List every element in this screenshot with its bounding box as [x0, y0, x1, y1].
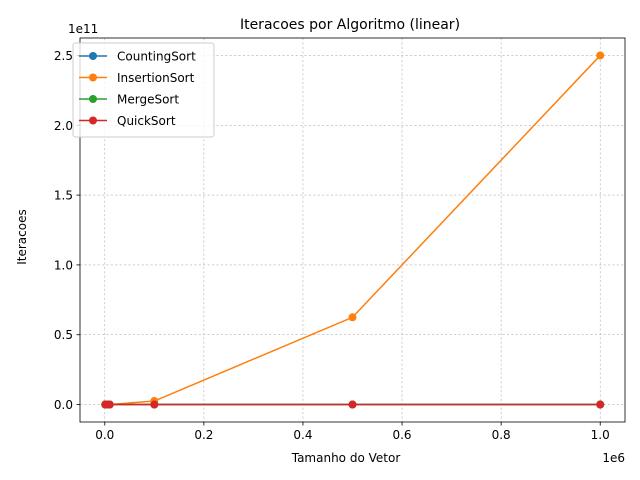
x-tick-label: 1.0 [591, 428, 610, 442]
y-tick-label: 1.5 [54, 189, 73, 203]
legend-marker [89, 73, 97, 82]
data-point [150, 400, 159, 409]
y-tick-label: 1.0 [54, 258, 73, 272]
legend-label: CountingSort [117, 50, 196, 64]
x-axis-label: Tamanho do Vetor [291, 451, 401, 465]
x-axis-offset-label: 1e6 [602, 451, 625, 465]
legend-marker [89, 52, 97, 60]
x-tick-label: 0.4 [293, 428, 312, 442]
legend-item: MergeSort [79, 93, 179, 107]
y-tick-label: 2.5 [54, 49, 73, 63]
plot-frame [79, 37, 626, 423]
x-tick-label: 0.2 [194, 428, 213, 442]
y-tick-label: 2.0 [54, 119, 73, 133]
data-point [105, 400, 114, 409]
legend: CountingSort InsertionSort MergeSort QuickS… [72, 42, 215, 138]
legend-item: QuickSort [79, 114, 176, 128]
legend-label: InsertionSort [117, 71, 195, 85]
legend-box [72, 42, 215, 138]
y-tick-label: 0.5 [54, 328, 73, 342]
x-tick-label: 0.8 [492, 428, 511, 442]
x-axis-ticks: 0.0 0.2 0.4 0.6 0.8 1.0 [95, 422, 610, 442]
data-point [596, 51, 605, 60]
series-quicksort [101, 400, 605, 409]
x-tick-label: 0.6 [392, 428, 411, 442]
y-axis-label: Iteracoes [15, 209, 29, 265]
y-tick-label: 0.0 [54, 398, 73, 412]
data-point [348, 313, 357, 322]
y-axis-ticks: 0.0 0.5 1.0 1.5 2.0 2.5 [54, 49, 80, 412]
y-axis-offset-label: 1e11 [68, 22, 98, 36]
legend-item: InsertionSort [79, 71, 195, 85]
legend-label: MergeSort [117, 93, 179, 107]
series-layer [101, 51, 605, 409]
legend-marker [89, 95, 97, 103]
legend-marker [89, 116, 97, 125]
chart-title: Iteracoes por Algoritmo (linear) [240, 17, 460, 33]
legend-label: QuickSort [117, 114, 176, 128]
legend-item: CountingSort [79, 50, 196, 64]
x-tick-label: 0.0 [95, 428, 114, 442]
data-point [596, 400, 605, 409]
data-point [348, 400, 357, 409]
